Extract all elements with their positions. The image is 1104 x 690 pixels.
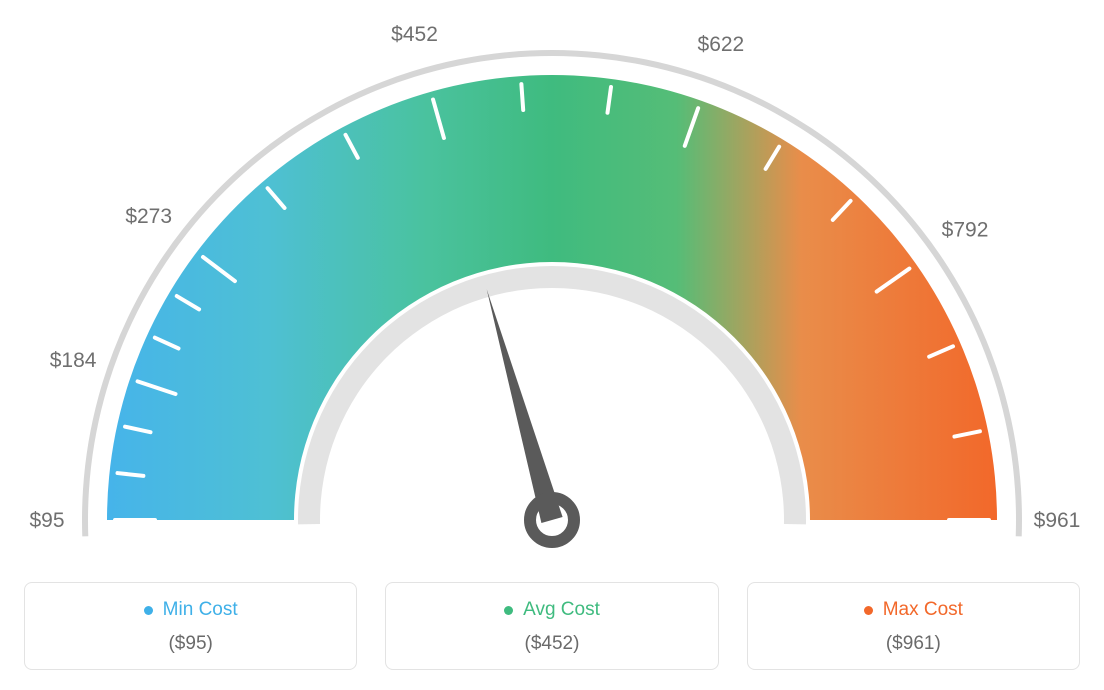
legend-dot-max bbox=[864, 606, 873, 615]
legend-title-min: Min Cost bbox=[144, 599, 238, 621]
svg-text:$184: $184 bbox=[50, 349, 97, 372]
legend-card-avg: Avg Cost ($452) bbox=[385, 582, 718, 670]
legend-value-max: ($961) bbox=[758, 633, 1069, 655]
legend-title-max: Max Cost bbox=[864, 599, 963, 621]
svg-text:$95: $95 bbox=[29, 509, 64, 532]
legend-value-min: ($95) bbox=[35, 633, 346, 655]
gauge-area: $95 $184 $273 $452 $622 $792 $961 bbox=[0, 0, 1104, 560]
cost-gauge-chart: { "gauge": { "type": "gauge", "min_value… bbox=[0, 0, 1104, 690]
svg-text:$622: $622 bbox=[698, 33, 745, 56]
svg-text:$792: $792 bbox=[942, 218, 989, 241]
legend-dot-min bbox=[144, 606, 153, 615]
gauge-svg: $95 $184 $273 $452 $622 $792 $961 bbox=[0, 0, 1104, 560]
svg-text:$452: $452 bbox=[391, 23, 438, 46]
legend-card-max: Max Cost ($961) bbox=[747, 582, 1080, 670]
svg-text:$273: $273 bbox=[125, 205, 172, 228]
legend-label-min: Min Cost bbox=[163, 599, 238, 621]
legend-label-avg: Avg Cost bbox=[523, 599, 600, 621]
legend-dot-avg bbox=[504, 606, 513, 615]
svg-text:$961: $961 bbox=[1034, 509, 1081, 532]
legend-card-min: Min Cost ($95) bbox=[24, 582, 357, 670]
legend-label-max: Max Cost bbox=[883, 599, 963, 621]
legend-row: Min Cost ($95) Avg Cost ($452) Max Cost … bbox=[24, 582, 1080, 670]
legend-value-avg: ($452) bbox=[396, 633, 707, 655]
legend-title-avg: Avg Cost bbox=[504, 599, 600, 621]
